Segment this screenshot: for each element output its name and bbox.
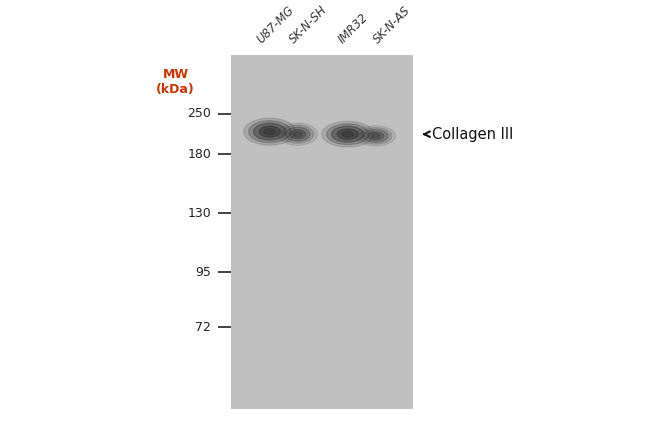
Ellipse shape: [342, 131, 354, 137]
Ellipse shape: [290, 130, 305, 139]
Text: 95: 95: [196, 266, 211, 279]
Ellipse shape: [322, 122, 374, 147]
Ellipse shape: [281, 125, 314, 143]
Ellipse shape: [368, 132, 384, 140]
Text: Collagen III: Collagen III: [432, 127, 514, 142]
Ellipse shape: [332, 126, 364, 142]
Ellipse shape: [285, 127, 310, 141]
Text: 180: 180: [187, 148, 211, 160]
Text: SK-N-SH: SK-N-SH: [287, 3, 330, 46]
Ellipse shape: [293, 132, 302, 137]
Text: 130: 130: [187, 207, 211, 219]
Ellipse shape: [254, 123, 286, 140]
Text: MW
(kDa): MW (kDa): [156, 68, 195, 95]
Text: IMR32: IMR32: [335, 11, 370, 46]
Ellipse shape: [244, 118, 296, 145]
Ellipse shape: [337, 129, 358, 139]
Ellipse shape: [248, 121, 291, 143]
Ellipse shape: [359, 127, 392, 144]
Text: U87-MG: U87-MG: [254, 4, 296, 46]
Bar: [231, 55, 413, 409]
Text: 72: 72: [196, 321, 211, 333]
Ellipse shape: [371, 134, 380, 138]
Ellipse shape: [259, 126, 280, 137]
Text: 250: 250: [187, 108, 211, 120]
Ellipse shape: [356, 126, 395, 146]
Ellipse shape: [278, 123, 317, 145]
Text: SK-N-AS: SK-N-AS: [371, 4, 413, 46]
Ellipse shape: [264, 129, 276, 135]
Ellipse shape: [363, 130, 388, 142]
Ellipse shape: [326, 124, 369, 145]
